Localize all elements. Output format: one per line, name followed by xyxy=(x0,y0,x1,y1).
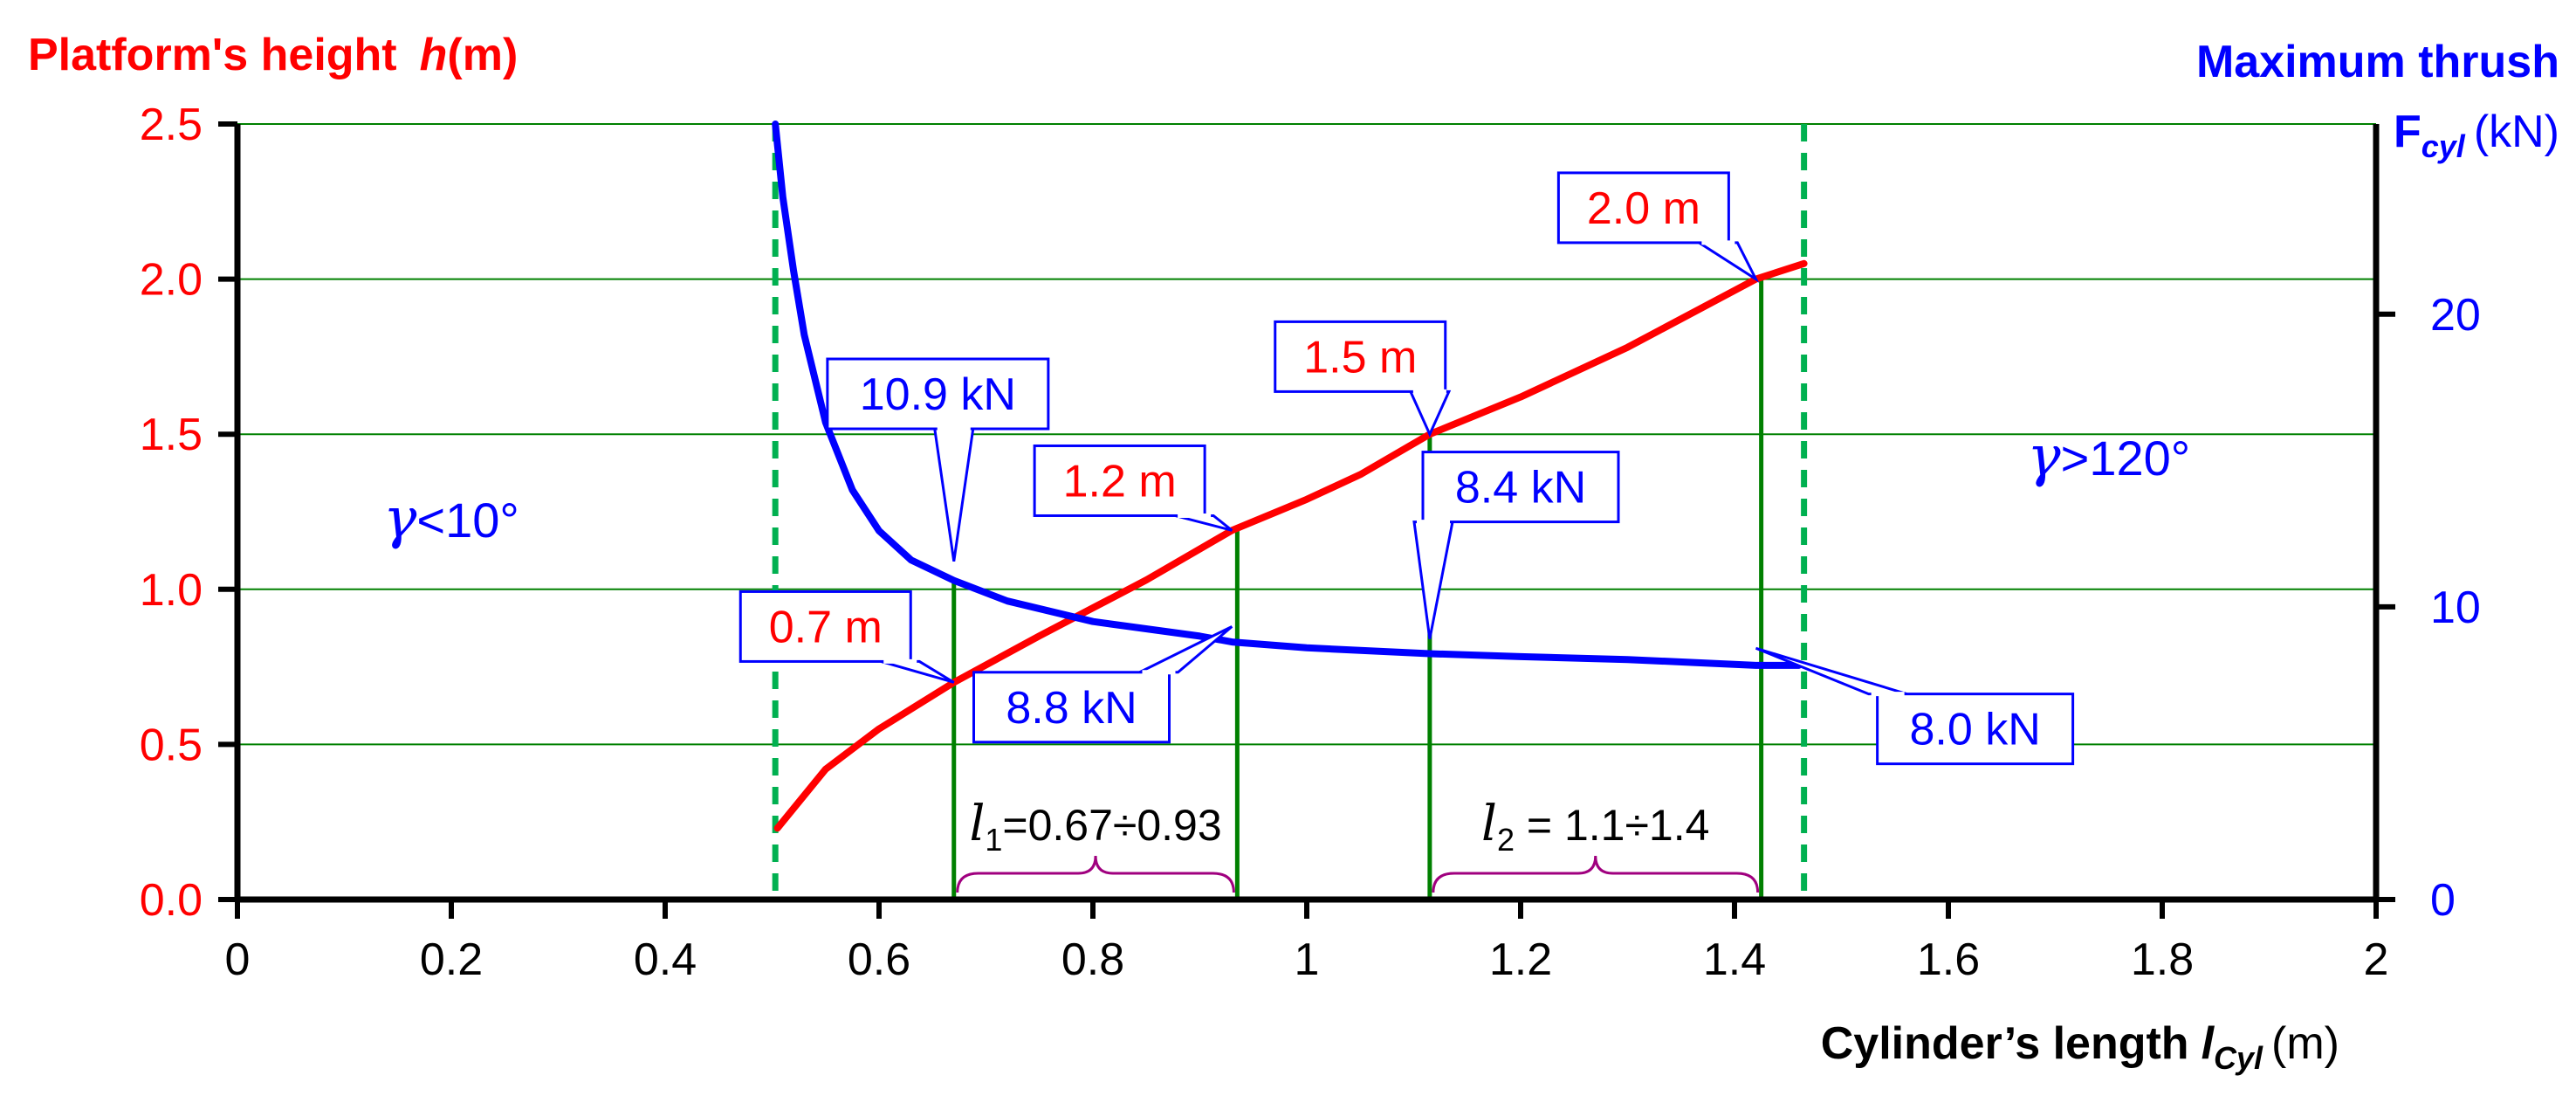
callout-4: 10.9 kN xyxy=(826,357,1050,562)
left-axis-title: Platform's height h(m) xyxy=(28,30,518,80)
callout-box-4 xyxy=(826,357,1050,431)
callout-leader-0 xyxy=(880,659,955,684)
region-label-1: γ>120° xyxy=(2027,424,2190,489)
callout-box-0 xyxy=(738,589,912,663)
x-tick-label-6: 1.2 xyxy=(1489,934,1552,985)
x-tick-label-0: 0 xyxy=(225,934,251,985)
x-tick-label-7: 1.4 xyxy=(1703,934,1766,985)
callout-5: 8.8 kN xyxy=(972,625,1233,744)
callout-box-5 xyxy=(972,671,1171,744)
y-left-tick-label-4: 2.0 xyxy=(140,255,203,306)
x-tick-label-5: 1 xyxy=(1295,934,1320,985)
callout-label-4: 10.9 kN xyxy=(860,369,1016,420)
x-tick-label-1: 0.2 xyxy=(420,934,483,985)
region-label-0: γ<10° xyxy=(383,486,519,551)
callout-1: 1.2 m xyxy=(1033,444,1233,532)
callout-leader-3 xyxy=(1694,241,1760,283)
right-axis-symbol: Fcyl (kN) xyxy=(2394,107,2559,164)
callout-7: 8.0 kN xyxy=(1755,646,2075,766)
y-right-tick-label-1: 10 xyxy=(2430,583,2481,633)
callout-box-2 xyxy=(1274,320,1447,393)
callout-label-6: 8.4 kN xyxy=(1455,463,1586,514)
x-tick-label-9: 1.8 xyxy=(2131,934,2194,985)
callout-leader-4 xyxy=(933,427,975,562)
x-tick-label-2: 0.4 xyxy=(634,934,697,985)
callout-box-1 xyxy=(1033,444,1206,517)
callout-3: 2.0 m xyxy=(1556,171,1760,283)
callout-label-3: 2.0 m xyxy=(1587,183,1700,234)
callout-label-2: 1.5 m xyxy=(1303,332,1417,383)
x-tick-label-3: 0.6 xyxy=(848,934,910,985)
y-left-tick-label-0: 0.0 xyxy=(140,875,203,926)
series-line-1 xyxy=(772,121,1803,669)
callout-2: 1.5 m xyxy=(1274,320,1452,438)
x-tick-label-10: 2 xyxy=(2364,934,2389,985)
y-right-tick-label-2: 20 xyxy=(2430,290,2481,341)
callout-label-1: 1.2 m xyxy=(1063,456,1177,507)
callout-leader-7 xyxy=(1755,646,1908,696)
callout-6: 8.4 kN xyxy=(1412,451,1620,639)
callout-box-3 xyxy=(1556,171,1730,245)
x-tick-label-8: 1.6 xyxy=(1917,934,1980,985)
y-left-tick-label-1: 0.5 xyxy=(140,720,203,770)
right-axis-title: Maximum thrush xyxy=(2196,37,2559,87)
y-right-tick-label-0: 0 xyxy=(2430,875,2456,926)
y-left-tick-label-2: 1.0 xyxy=(140,565,203,616)
range-brace-0 xyxy=(956,855,1235,893)
callout-label-7: 8.0 kN xyxy=(1909,705,2040,755)
callout-box-7 xyxy=(1876,693,2075,766)
callout-label-5: 8.8 kN xyxy=(1006,683,1137,734)
callout-label-0: 0.7 m xyxy=(769,602,883,652)
callout-0: 0.7 m xyxy=(738,589,955,684)
callout-leader-6 xyxy=(1412,520,1454,639)
y-left-tick-label-5: 2.5 xyxy=(140,100,203,150)
y-left-tick-label-3: 1.5 xyxy=(140,410,203,460)
callout-box-6 xyxy=(1421,451,1620,524)
x-axis-title: Cylinder’s length lCyl (m) xyxy=(1821,1018,2339,1076)
callout-leader-1 xyxy=(1174,514,1233,532)
range-brace-1 xyxy=(1432,855,1760,893)
x-tick-label-4: 0.8 xyxy=(1061,934,1124,985)
range-label-1: l2 = 1.1÷1.4 xyxy=(1481,796,1709,858)
range-label-0: l1=0.67÷0.93 xyxy=(969,796,1221,858)
